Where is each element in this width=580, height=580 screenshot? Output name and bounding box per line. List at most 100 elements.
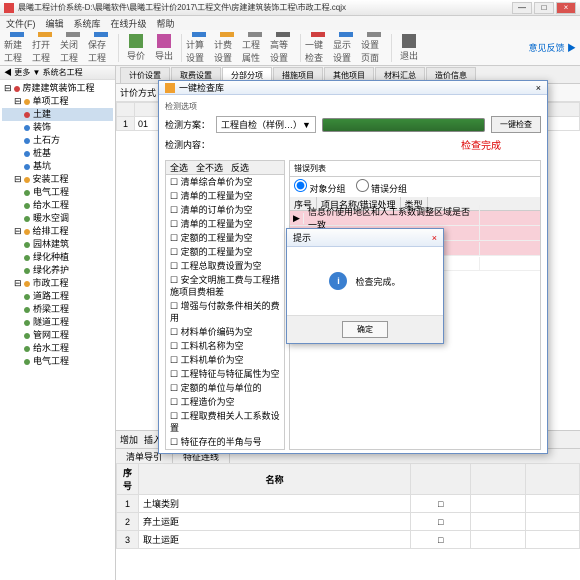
- check-item[interactable]: ☐ 工料机名称为空: [166, 339, 284, 353]
- colset-button[interactable]: 高等设置: [270, 32, 296, 64]
- check-item[interactable]: ☐ 定额的单位与单位的: [166, 381, 284, 395]
- check-item[interactable]: ☐ 安全文明施工费与工程措施项目费相差: [166, 273, 284, 299]
- group-radios: 对象分组 错误分组: [290, 177, 540, 197]
- btm-sidebtn-add[interactable]: 增加: [120, 433, 138, 446]
- dialog-title: 一键检查库: [179, 81, 224, 94]
- tree-node[interactable]: ⊟给排工程: [2, 225, 113, 238]
- check-item[interactable]: ☐ 工程取费相关人工系数设置: [166, 409, 284, 435]
- close-button[interactable]: ×: [556, 2, 576, 14]
- tree-node[interactable]: 土建: [2, 108, 113, 121]
- toolbar: 新建工程打开工程关闭工程保存工程导价导出计算设置计费设置工程属性高等设置一键检查…: [0, 30, 580, 66]
- window-buttons: ― □ ×: [512, 2, 576, 14]
- tree-node[interactable]: ⊟房建建筑装饰工程: [2, 82, 113, 95]
- menu-item[interactable]: 帮助: [157, 17, 175, 30]
- menu-item[interactable]: 文件(F): [6, 17, 36, 30]
- import-button[interactable]: 导价: [123, 32, 149, 64]
- scheme-select[interactable]: 工程自检（样例…）▼: [216, 116, 316, 133]
- message-box: 提示 × i 检查完成。 确定: [286, 228, 444, 344]
- check-status: 检查完成: [461, 137, 501, 152]
- tree-node[interactable]: 道路工程: [2, 290, 113, 303]
- table-row[interactable]: 2弃土运距□: [117, 513, 580, 531]
- tree-node[interactable]: 暖水空调: [2, 212, 113, 225]
- tree-node[interactable]: 隧道工程: [2, 316, 113, 329]
- tree-node[interactable]: 基坑: [2, 160, 113, 173]
- feeset-button[interactable]: 计费设置: [214, 32, 240, 64]
- check-item[interactable]: ☐ 工程造价为空: [166, 395, 284, 409]
- check-item[interactable]: ☐ 特征存在的半角与号: [166, 435, 284, 449]
- close-button[interactable]: 关闭工程: [60, 32, 86, 64]
- tree-node[interactable]: ⊟单项工程: [2, 95, 113, 108]
- check-item[interactable]: ☐ 定额的工程量为空: [166, 245, 284, 259]
- menu-item[interactable]: 系统库: [74, 17, 101, 30]
- tree-node[interactable]: ⊟安装工程: [2, 173, 113, 186]
- window-title: 晨曦工程计价系统-D:\晨曦软件\晨曦工程计价2017\工程文件\房建建筑装饰工…: [18, 2, 512, 13]
- tree-node[interactable]: 管网工程: [2, 329, 113, 342]
- check-item[interactable]: ☐ 清单的工程量为空: [166, 217, 284, 231]
- new-button[interactable]: 新建工程: [4, 32, 30, 64]
- msgbox-title: 提示: [293, 231, 311, 244]
- col-rownum: [117, 103, 135, 117]
- tree-node[interactable]: 装饰: [2, 121, 113, 134]
- row-num: 1: [117, 117, 135, 131]
- sidebar-header[interactable]: ◀ 更多 ▼ 系统名工程: [0, 66, 115, 80]
- group-radio[interactable]: 对象分组: [294, 179, 346, 195]
- check-item[interactable]: ☐ 材料单价编码为空: [166, 325, 284, 339]
- open-button[interactable]: 打开工程: [32, 32, 58, 64]
- menubar: 文件(F) 编辑系统库在线升级帮助: [0, 16, 580, 30]
- exit-button[interactable]: 退出: [396, 32, 422, 64]
- tree-node[interactable]: 绿化种植: [2, 251, 113, 264]
- feedback-link[interactable]: 意见反馈 ▶: [528, 41, 576, 54]
- error-row[interactable]: ▶信息价使用地区和人工系数调整区域是否一致: [290, 211, 540, 226]
- check-item[interactable]: ☐ 清单的工程量为空: [166, 189, 284, 203]
- tree-node[interactable]: 绿化养护: [2, 264, 113, 277]
- project-tree: ⊟房建建筑装饰工程⊟单项工程土建装饰土石方桩基基坑⊟安装工程电气工程给水工程暖水…: [0, 80, 115, 370]
- showopt-button[interactable]: 显示设置: [333, 32, 359, 64]
- pageset-button[interactable]: 设置页面: [361, 32, 387, 64]
- select-tab[interactable]: 全不选: [196, 161, 223, 174]
- check-item[interactable]: ☐ 清单的订单价为空: [166, 203, 284, 217]
- tree-node[interactable]: 电气工程: [2, 355, 113, 368]
- dialog-icon: [165, 83, 175, 93]
- bottom-grid: 序号名称1土壤类别□2弃土运距□3取土运距□: [116, 463, 580, 580]
- list-select-tabs: 全选全不选反选: [166, 161, 284, 175]
- menu-item[interactable]: 在线升级: [111, 17, 147, 30]
- tree-node[interactable]: 土石方: [2, 134, 113, 147]
- window-titlebar: 晨曦工程计价系统-D:\晨曦软件\晨曦工程计价2017\工程文件\房建建筑装饰工…: [0, 0, 580, 16]
- tree-node[interactable]: 桩基: [2, 147, 113, 160]
- minimize-button[interactable]: ―: [512, 2, 532, 14]
- check-item[interactable]: ☐ 增强与付款条件相关的费用: [166, 299, 284, 325]
- tree-node[interactable]: 给水工程: [2, 199, 113, 212]
- tree-node[interactable]: 桥梁工程: [2, 303, 113, 316]
- group-radio[interactable]: 错误分组: [356, 179, 408, 195]
- dialog-titlebar: 一键检查库 ×: [159, 81, 547, 95]
- info-icon: i: [329, 272, 347, 290]
- calcset-button[interactable]: 计算设置: [186, 32, 212, 64]
- check-item[interactable]: ☐ 工程特征与特征属性为空: [166, 367, 284, 381]
- tree-node[interactable]: ⊟市政工程: [2, 277, 113, 290]
- error-header: 错误列表: [290, 161, 540, 177]
- select-tab[interactable]: 反选: [231, 161, 249, 174]
- maximize-button[interactable]: □: [534, 2, 554, 14]
- check-item[interactable]: ☐ 工程总取费设置为空: [166, 259, 284, 273]
- dialog-close-icon[interactable]: ×: [536, 83, 541, 93]
- select-tab[interactable]: 全选: [170, 161, 188, 174]
- msgbox-ok-button[interactable]: 确定: [342, 321, 388, 338]
- tree-node[interactable]: 园林建筑: [2, 238, 113, 251]
- save-button[interactable]: 保存工程: [88, 32, 114, 64]
- menu-item[interactable]: 编辑: [46, 17, 64, 30]
- check-item[interactable]: ☐ 清单综合单价为空: [166, 175, 284, 189]
- onekey-check-button[interactable]: 一键检查: [491, 116, 541, 133]
- projattr-button[interactable]: 工程属性: [242, 32, 268, 64]
- msgbox-close-icon[interactable]: ×: [432, 233, 437, 243]
- export-button[interactable]: 导出: [151, 32, 177, 64]
- table-row[interactable]: 1土壤类别□: [117, 495, 580, 513]
- check-item[interactable]: ☐ 定额的工程量为空: [166, 231, 284, 245]
- msgbox-text: 检查完成。: [355, 275, 400, 288]
- msgbox-titlebar: 提示 ×: [287, 229, 443, 247]
- check-item[interactable]: ☐ 工料机单价为空: [166, 353, 284, 367]
- tree-node[interactable]: 给水工程: [2, 342, 113, 355]
- app-icon: [4, 3, 14, 13]
- table-row[interactable]: 3取土运距□: [117, 531, 580, 549]
- onekey-button[interactable]: 一键检查: [305, 32, 331, 64]
- tree-node[interactable]: 电气工程: [2, 186, 113, 199]
